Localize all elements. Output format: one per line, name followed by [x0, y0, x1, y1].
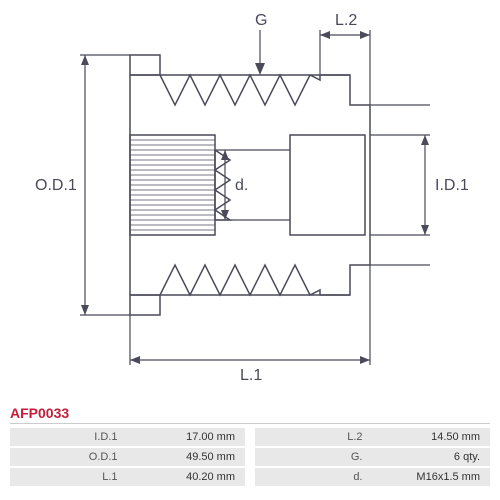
spec-row: L.214.50 mm [255, 428, 490, 446]
part-number: AFP0033 [10, 405, 490, 424]
spec-label: L.1 [10, 471, 128, 483]
spec-row: I.D.117.00 mm [10, 428, 245, 446]
spec-label: G. [255, 451, 373, 463]
spec-label: O.D.1 [10, 451, 128, 463]
spec-value: 14.50 mm [373, 431, 491, 443]
spec-row: O.D.149.50 mm [10, 448, 245, 466]
spec-panel: AFP0033 I.D.117.00 mmO.D.149.50 mmL.140.… [10, 405, 490, 488]
spec-label: d. [255, 471, 373, 483]
spec-label: L.2 [255, 431, 373, 443]
spec-value: 6 qty. [373, 451, 491, 463]
spec-value: 17.00 mm [128, 431, 246, 443]
spec-table: I.D.117.00 mmO.D.149.50 mmL.140.20 mm L.… [10, 428, 490, 488]
spec-value: 49.50 mm [128, 451, 246, 463]
label-l1: L.1 [240, 367, 262, 384]
spec-row: d.M16x1.5 mm [255, 468, 490, 486]
spec-row: G.6 qty. [255, 448, 490, 466]
label-id1: I.D.1 [435, 177, 469, 194]
technical-diagram: d. O.D.1 I.D.1 L.1 L.2 G [0, 0, 500, 400]
spec-value: M16x1.5 mm [373, 471, 491, 483]
spec-label: I.D.1 [10, 431, 128, 443]
label-l2: L.2 [335, 12, 357, 29]
label-d: d. [235, 177, 248, 194]
label-g: G [255, 12, 267, 29]
label-od1: O.D.1 [35, 177, 77, 194]
spec-value: 40.20 mm [128, 471, 246, 483]
spec-row: L.140.20 mm [10, 468, 245, 486]
